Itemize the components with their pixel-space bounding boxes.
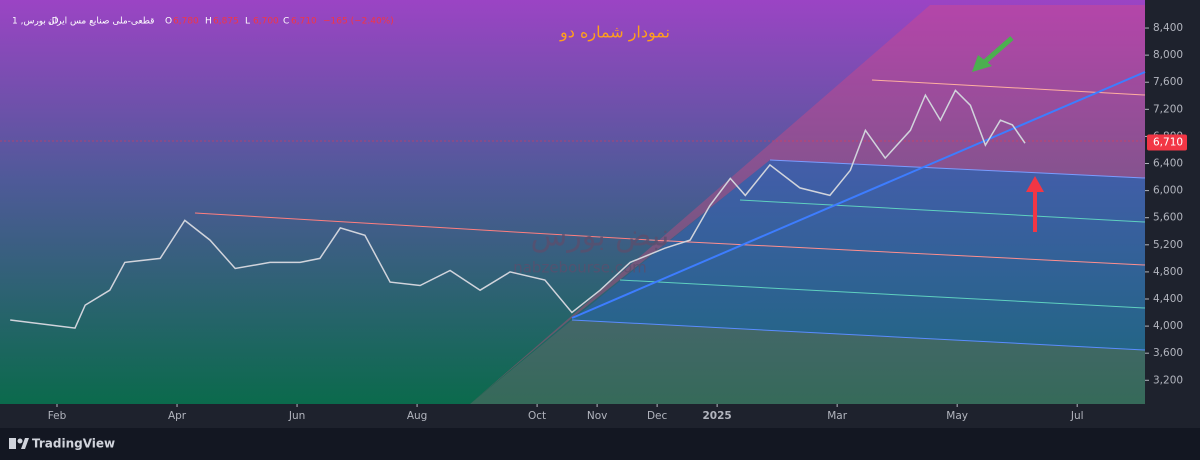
ohlc-value: 6,710 (291, 17, 317, 27)
channel-line (739, 199, 1146, 223)
legend: 1 ,بورس ,D قطعی-ملی صنایع مس ایران O 6,7… (12, 17, 394, 27)
logo (21, 438, 29, 449)
ohlc-value: 6,875 (213, 17, 239, 27)
x-tick-label: Dec (647, 410, 668, 422)
x-tick-label: Aug (407, 410, 428, 422)
watermark-brand: نبض بورس (531, 219, 670, 254)
channel-line (571, 319, 1146, 351)
y-tick-label: 4,400 (1153, 293, 1183, 305)
y-tick-label: 6,000 (1153, 185, 1183, 197)
branding: TradingView (9, 437, 115, 451)
logo (17, 438, 23, 444)
y-tick-label: 6,400 (1153, 158, 1183, 170)
price-line (10, 89, 1026, 329)
median-line (571, 71, 1146, 319)
trend-line (194, 212, 651, 241)
x-tick-label: Nov (587, 410, 608, 422)
x-tick-label: Jun (288, 410, 305, 422)
ohlc-change: −165 (−2.40%) (323, 17, 394, 27)
last-price-label: 6,710 (1153, 137, 1183, 149)
x-tick-label: Oct (528, 410, 546, 422)
x-tick-label: Apr (168, 410, 187, 422)
y-tick-label: 7,600 (1153, 76, 1183, 88)
price-axis-background (1145, 0, 1200, 404)
logo (9, 438, 16, 449)
chart-title: نمودار شماره دو (559, 23, 670, 43)
lower-zone (470, 320, 1145, 404)
channel-line (619, 279, 1146, 309)
interval: 1 ,بورس ,D (12, 17, 59, 27)
last-price-badge (1147, 134, 1187, 151)
plot-background (0, 0, 1145, 404)
footer-brand: TradingView (32, 437, 115, 451)
x-tick-label: Mar (827, 410, 847, 422)
y-tick-label: 3,600 (1153, 347, 1183, 359)
watermark-site: nabzebourse.com (513, 259, 647, 277)
ohlc-key: H (205, 17, 212, 27)
ohlc-value: 6,780 (173, 17, 199, 27)
y-tick-label: 3,200 (1153, 374, 1183, 386)
y-tick-label: 4,000 (1153, 320, 1183, 332)
ohlc-value: 6,700 (253, 17, 279, 27)
x-tick-label: May (946, 410, 968, 422)
channel-zone (572, 160, 1145, 350)
ohlc-key: C (283, 17, 289, 27)
y-tick-label: 5,600 (1153, 212, 1183, 224)
channel-line (649, 239, 1146, 266)
y-tick-label: 5,200 (1153, 239, 1183, 251)
arrowhead (1026, 176, 1044, 192)
x-tick-label: Feb (48, 410, 67, 422)
y-tick-label: 8,400 (1153, 22, 1183, 34)
x-tick-label: Jul (1070, 410, 1084, 422)
symbol: قطعی-ملی صنایع مس ایران (48, 17, 154, 27)
time-axis-background (0, 404, 1200, 428)
y-tick-label: 7,200 (1153, 103, 1183, 115)
y-tick-label: 8,000 (1153, 49, 1183, 61)
arrowhead (972, 55, 992, 72)
fan-zone (470, 5, 1145, 404)
ohlc-key: L (245, 17, 250, 27)
channel-line (769, 159, 1146, 179)
ohlc-key: O (165, 17, 172, 27)
y-tick-label: 4,800 (1153, 266, 1183, 278)
x-tick-label: 2025 (703, 410, 732, 422)
drawings (0, 5, 1146, 404)
